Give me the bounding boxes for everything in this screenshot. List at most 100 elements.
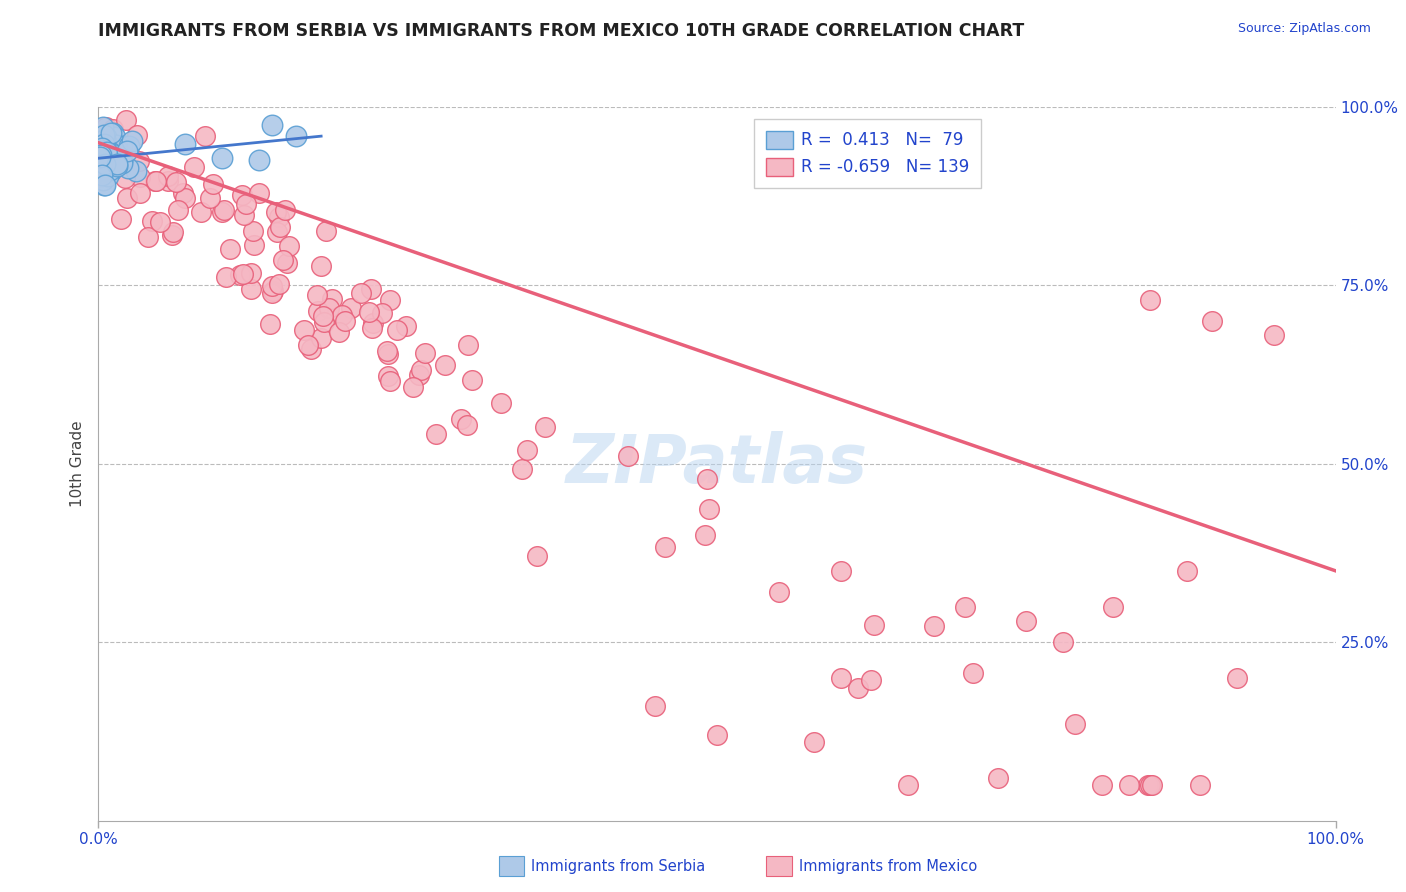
Point — [212, 202, 235, 217]
Point — [94, 157, 117, 171]
Point — [111, 155, 134, 169]
Point — [408, 368, 430, 382]
Point — [1091, 778, 1114, 792]
Point — [93, 144, 115, 158]
Point — [266, 205, 288, 219]
Point — [93, 146, 115, 161]
Point — [922, 619, 945, 633]
Point — [307, 288, 329, 302]
Point — [413, 346, 436, 360]
Point — [117, 161, 139, 176]
Point — [371, 306, 394, 320]
Point — [101, 137, 124, 152]
Point — [297, 338, 319, 352]
Point — [93, 137, 115, 152]
Point — [332, 309, 354, 323]
Point — [243, 238, 266, 252]
Point — [262, 285, 284, 299]
Point — [385, 322, 408, 336]
Point — [94, 156, 117, 170]
Point — [278, 239, 301, 253]
Text: Immigrants from Serbia: Immigrants from Serbia — [531, 859, 706, 873]
Point — [198, 191, 221, 205]
Point — [489, 396, 512, 410]
Point — [378, 293, 401, 308]
Point — [247, 186, 270, 200]
Point — [89, 150, 111, 164]
Point — [94, 153, 117, 167]
Point — [114, 149, 136, 163]
Point — [91, 141, 114, 155]
Point — [115, 144, 138, 158]
Point — [312, 310, 335, 324]
Point — [165, 175, 187, 189]
Point — [111, 138, 134, 153]
Point — [101, 121, 124, 136]
Point — [1201, 314, 1223, 328]
Point — [118, 138, 141, 153]
Point — [456, 418, 478, 433]
Point — [103, 126, 125, 140]
Point — [93, 152, 115, 166]
Point — [174, 136, 197, 151]
Point — [516, 443, 538, 458]
Point — [534, 420, 557, 434]
Point — [157, 174, 180, 188]
Point — [321, 292, 343, 306]
Point — [93, 143, 115, 157]
Point — [706, 728, 728, 742]
Point — [987, 771, 1010, 785]
Point — [141, 214, 163, 228]
Point — [267, 277, 290, 291]
Point — [167, 202, 190, 217]
Point — [94, 156, 117, 170]
Point — [91, 131, 114, 145]
Point — [90, 155, 112, 169]
Point — [115, 191, 138, 205]
Point — [457, 338, 479, 352]
Point — [138, 230, 160, 244]
Point — [98, 149, 121, 163]
Point — [87, 140, 110, 154]
Point — [90, 147, 112, 161]
Point — [510, 462, 533, 476]
Point — [94, 157, 117, 171]
Point — [100, 163, 122, 178]
Point — [1140, 778, 1163, 792]
Point — [190, 204, 212, 219]
Point — [91, 145, 114, 159]
Point — [461, 373, 484, 387]
Point — [90, 153, 112, 167]
Point — [96, 160, 118, 174]
Point — [103, 129, 125, 144]
Point — [91, 159, 114, 173]
Point — [1139, 778, 1161, 792]
Point — [450, 412, 472, 426]
Point — [105, 137, 128, 152]
Point — [233, 208, 256, 222]
Point — [269, 220, 291, 235]
Point — [526, 549, 548, 563]
Point — [231, 188, 253, 202]
Point — [308, 304, 330, 318]
Point — [98, 163, 121, 178]
Point — [98, 144, 121, 158]
Point — [98, 145, 121, 159]
Point — [239, 282, 262, 296]
Point — [830, 671, 852, 685]
Point — [1226, 671, 1249, 685]
Point — [359, 304, 381, 318]
Point — [145, 174, 167, 188]
Point — [94, 167, 117, 181]
Point — [803, 735, 825, 749]
Point — [129, 186, 152, 200]
Point — [114, 139, 136, 153]
Point — [846, 681, 869, 696]
Point — [260, 279, 283, 293]
Point — [240, 266, 263, 280]
Point — [100, 126, 122, 140]
Point — [96, 145, 118, 159]
Point — [411, 363, 433, 377]
Point — [953, 599, 976, 614]
Point — [271, 252, 294, 267]
